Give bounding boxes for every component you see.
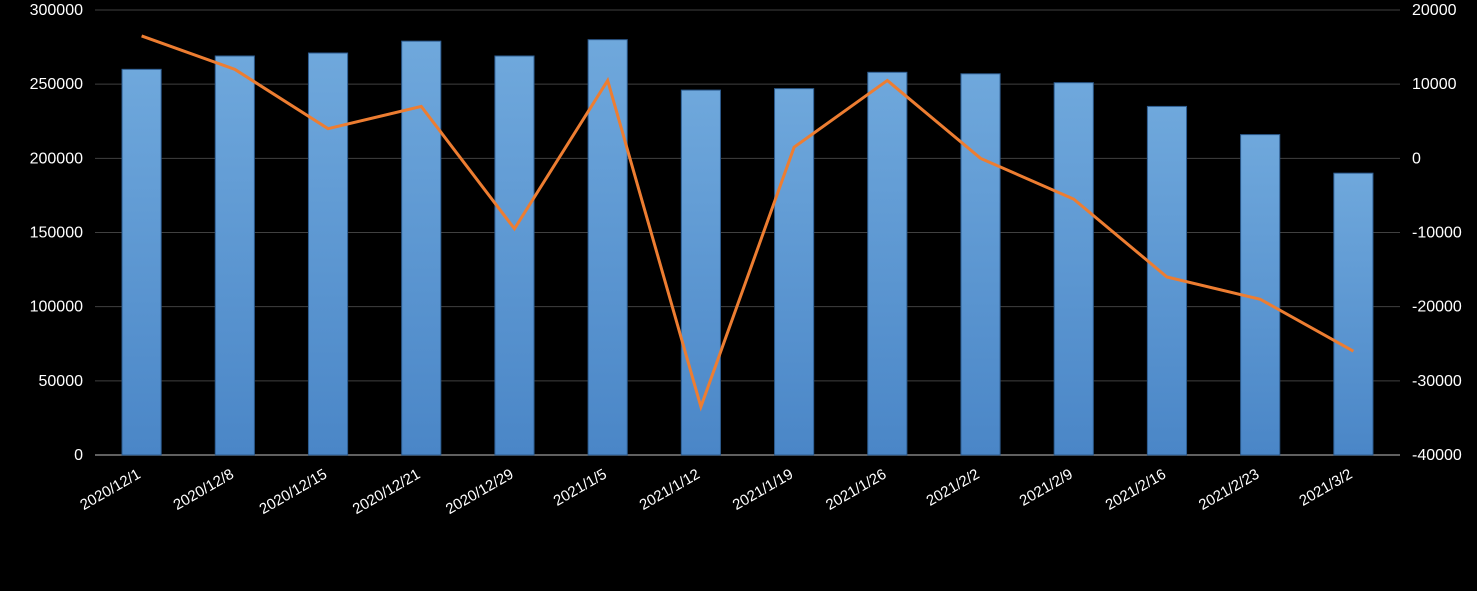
combo-chart: 050000100000150000200000250000300000-400…	[0, 0, 1477, 591]
x-tick-label: 2021/1/5	[551, 466, 610, 510]
y-right-tick-label: 0	[1412, 150, 1421, 167]
bar	[775, 89, 814, 455]
x-tick-label: 2021/2/9	[1017, 466, 1076, 510]
x-tick-label: 2021/2/2	[923, 466, 982, 510]
bar	[495, 56, 534, 455]
y-right-tick-label: 20000	[1412, 2, 1457, 19]
chart-container: 050000100000150000200000250000300000-400…	[0, 0, 1477, 591]
x-tick-label: 2021/3/2	[1296, 466, 1355, 510]
x-tick-label: 2020/12/15	[257, 466, 331, 518]
bar	[868, 72, 907, 455]
y-right-tick-label: -10000	[1412, 225, 1462, 242]
y-left-tick-label: 250000	[30, 76, 83, 93]
y-left-tick-label: 100000	[30, 299, 83, 316]
bar	[402, 41, 441, 455]
x-tick-label: 2021/2/23	[1196, 466, 1262, 514]
y-right-tick-label: 10000	[1412, 76, 1457, 93]
x-tick-label: 2021/2/16	[1103, 466, 1169, 514]
x-tick-label: 2020/12/29	[443, 466, 517, 518]
y-left-tick-label: 150000	[30, 225, 83, 242]
gridlines	[95, 10, 1400, 455]
x-tick-label: 2020/12/1	[77, 466, 143, 514]
y-left-tick-label: 300000	[30, 2, 83, 19]
x-tick-label: 2020/12/8	[171, 466, 237, 514]
bar	[122, 69, 161, 455]
bar	[215, 56, 254, 455]
bar	[961, 74, 1000, 455]
bar	[308, 53, 347, 455]
x-tick-label: 2021/1/26	[823, 466, 889, 514]
x-tick-label: 2021/1/19	[730, 466, 796, 514]
bar	[1334, 173, 1373, 455]
y-right-tick-label: -40000	[1412, 447, 1462, 464]
bar-series	[122, 40, 1373, 455]
y-right-tick-label: -30000	[1412, 373, 1462, 390]
x-tick-label: 2021/1/12	[637, 466, 703, 514]
bar	[681, 90, 720, 455]
y-left-tick-label: 200000	[30, 150, 83, 167]
y-left-tick-label: 50000	[39, 373, 84, 390]
y-left-tick-label: 0	[74, 447, 83, 464]
x-tick-label: 2020/12/21	[350, 466, 424, 518]
y-right-axis: -40000 -30000 -20000 -10000 0 10000 20000	[1412, 2, 1462, 464]
y-right-tick-label: -20000	[1412, 299, 1462, 316]
x-axis: 2020/12/1 2020/12/8 2020/12/15 2020/12/21 20…	[77, 466, 1355, 518]
y-left-axis: 0 50000 100000 150000 200000 250000 300000	[30, 2, 83, 464]
bar	[1054, 83, 1093, 455]
